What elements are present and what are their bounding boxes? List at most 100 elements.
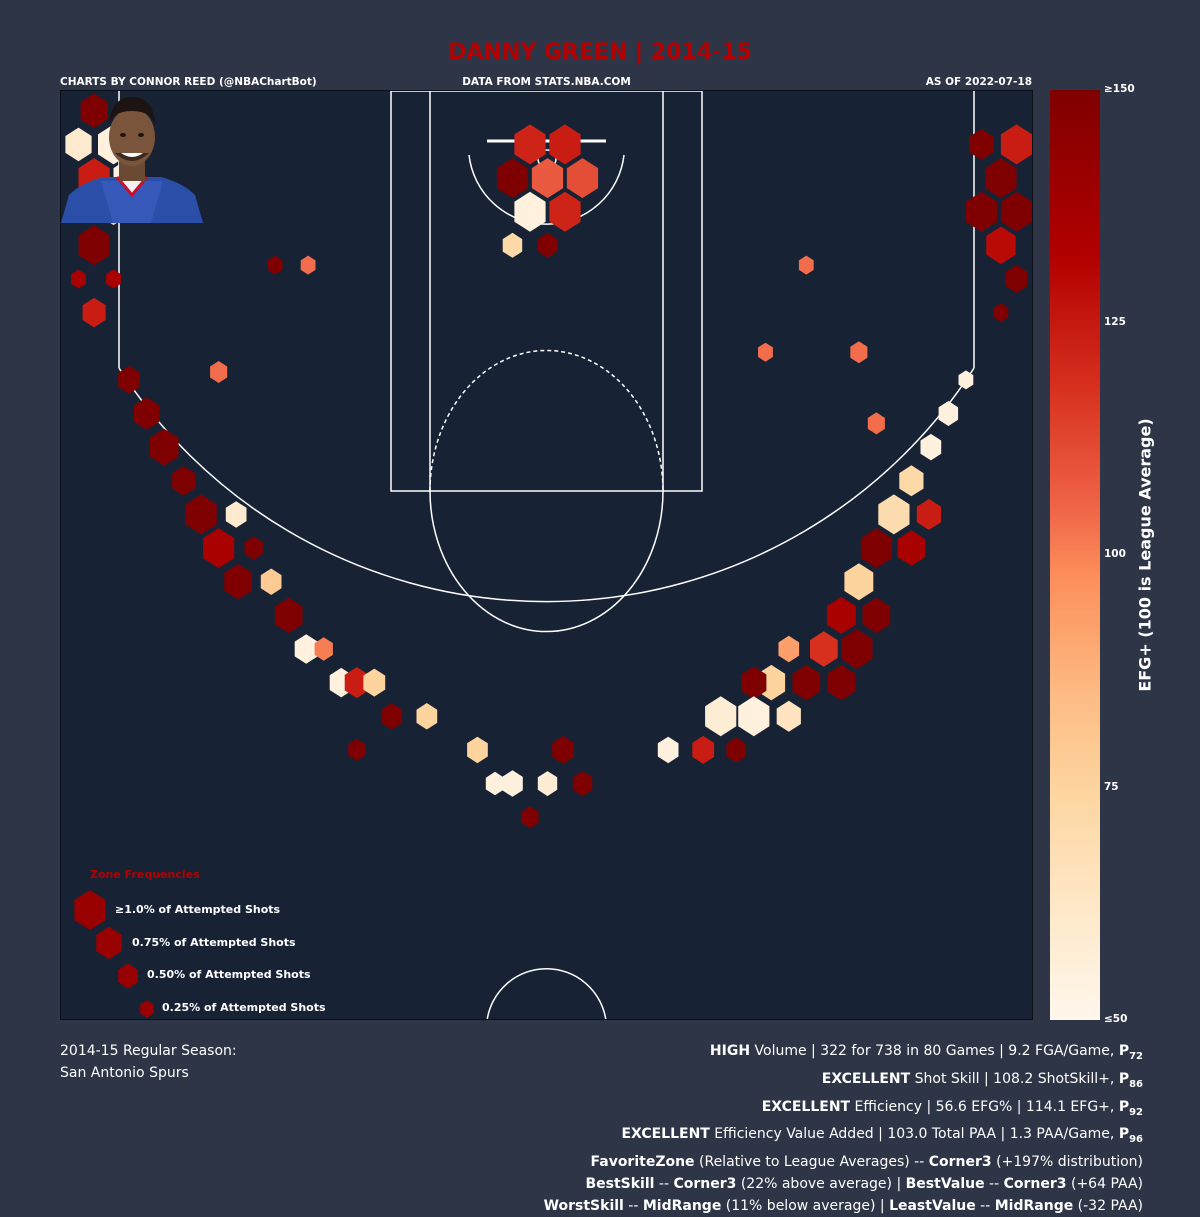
shot-hex	[758, 342, 773, 362]
summary-segment: Shot Skill | 108.2 ShotSkill+,	[910, 1070, 1119, 1087]
shot-hex	[844, 563, 874, 601]
legend-title: Zone Frequencies	[90, 868, 200, 881]
shot-hex	[916, 498, 941, 530]
colorbar-tick: ≤50	[1104, 1013, 1128, 1025]
shot-hex	[106, 269, 121, 289]
shot-hex	[566, 158, 599, 199]
summary-segment: P	[1118, 1043, 1130, 1059]
shot-hex	[958, 370, 974, 390]
summary-line: WorstSkill -- MidRange (11% below averag…	[544, 1195, 1143, 1217]
shot-hex	[185, 494, 217, 535]
summary-segment: Corner3	[928, 1154, 992, 1171]
shot-hex	[705, 696, 737, 737]
colorbar-tick: 125	[1104, 316, 1126, 328]
shot-hex	[172, 466, 196, 496]
summary-segment: Corner3	[673, 1176, 737, 1193]
shot-hex	[502, 232, 523, 258]
free-throw-circle-bottom	[429, 490, 664, 633]
colorbar-tick: 100	[1104, 548, 1126, 560]
colorbar-label: EFG+ (100 is League Average)	[1135, 418, 1155, 692]
shot-hex	[985, 158, 1017, 199]
summary-line: HIGH Volume | 322 for 738 in 80 Games | …	[544, 1040, 1143, 1068]
summary-segment: EXCELLENT	[821, 1070, 911, 1087]
summary-segment: MidRange	[642, 1198, 722, 1215]
shot-hex	[969, 128, 994, 160]
summary-segment: Efficiency | 56.6 EFG% | 114.1 EFG+,	[850, 1098, 1119, 1115]
summary-segment: Efficiency Value Added | 103.0 Total PAA…	[709, 1126, 1119, 1143]
summary-line: BestSkill -- Corner3 (22% above average)…	[544, 1173, 1143, 1195]
summary-line: EXCELLENT Shot Skill | 108.2 ShotSkill+,…	[544, 1068, 1143, 1096]
shot-hex	[986, 226, 1016, 265]
legend-hex	[74, 890, 106, 930]
shot-hex	[899, 465, 924, 497]
summary-segment: (+197% distribution)	[991, 1154, 1143, 1171]
legend-label: ≥1.0% of Attempted Shots	[115, 903, 281, 916]
shot-hex	[776, 700, 801, 732]
summary-segment: P	[1118, 1098, 1130, 1115]
summary-segment: BestValue	[905, 1176, 985, 1193]
chart-title: DANNY GREEN | 2014-15	[448, 40, 752, 65]
shot-hex	[860, 528, 892, 569]
summary-segment: (-32 PAA)	[1073, 1198, 1143, 1215]
shot-hex	[867, 412, 885, 435]
shot-hex	[572, 771, 593, 797]
shot-hex	[210, 361, 228, 383]
summary-segment: Corner3	[1003, 1176, 1067, 1193]
season-line: 2014-15 Regular Season:	[60, 1043, 237, 1059]
legend-label: 0.25% of Attempted Shots	[162, 1001, 326, 1014]
shot-hex	[314, 637, 333, 661]
summary-segment: (+64 PAA)	[1066, 1176, 1143, 1193]
hex-layer	[65, 93, 1032, 829]
player-summary: HIGH Volume | 322 for 738 in 80 Games | …	[544, 1040, 1143, 1217]
shot-hex	[416, 703, 438, 730]
shot-hex	[738, 696, 770, 737]
shot-hex	[521, 806, 539, 829]
shot-hex	[348, 738, 366, 761]
summary-segment: LeastValue	[889, 1198, 976, 1215]
source-text: DATA FROM STATS.NBA.COM	[462, 76, 631, 88]
shot-hex	[514, 124, 546, 165]
season-info: 2014-15 Regular Season: San Antonio Spur…	[60, 1040, 237, 1084]
shot-hex	[537, 232, 558, 258]
shot-hex	[203, 528, 235, 569]
shot-hex	[878, 494, 910, 535]
shot-hex	[381, 703, 403, 730]
legend-label: 0.75% of Attempted Shots	[132, 936, 296, 949]
summary-segment: --	[975, 1198, 995, 1215]
credit-text: CHARTS BY CONNOR REED (@NBAChartBot)	[60, 76, 317, 88]
shot-hex	[726, 737, 746, 763]
summary-segment: P	[1118, 1126, 1130, 1143]
paint-outer	[390, 91, 703, 492]
shot-hex	[692, 735, 715, 764]
shot-hex	[1005, 265, 1028, 293]
player-headshot	[61, 97, 203, 223]
shot-hex	[549, 191, 581, 232]
shot-hex	[792, 664, 821, 701]
summary-segment: WorstSkill	[543, 1198, 624, 1215]
summary-segment: 92	[1129, 1106, 1143, 1118]
center-circle	[486, 968, 607, 1019]
summary-segment: 86	[1129, 1078, 1143, 1090]
shot-hex	[274, 597, 303, 634]
free-throw-circle-top	[429, 349, 664, 492]
shot-hex	[810, 631, 838, 667]
shot-chart-court	[60, 90, 1033, 1020]
shot-hex	[294, 634, 318, 664]
shot-hex	[82, 297, 106, 328]
summary-line: FavoriteZone (Relative to League Average…	[544, 1151, 1144, 1173]
shot-hex	[485, 771, 505, 796]
shot-hex	[741, 666, 767, 699]
summary-segment: FavoriteZone	[590, 1154, 695, 1171]
summary-segment: EXCELLENT	[621, 1126, 710, 1143]
summary-segment: (22% above average) |	[736, 1176, 906, 1193]
shot-hex	[225, 501, 247, 528]
shot-hex	[71, 269, 86, 289]
legend-hex	[118, 963, 138, 989]
summary-segment: --	[654, 1176, 674, 1193]
shot-hex	[467, 736, 488, 764]
summary-segment: P	[1118, 1070, 1130, 1087]
legend-hex	[140, 1000, 154, 1018]
efg-colorbar	[1050, 90, 1100, 1020]
shot-hex	[1000, 124, 1032, 165]
shot-hex	[841, 629, 873, 669]
